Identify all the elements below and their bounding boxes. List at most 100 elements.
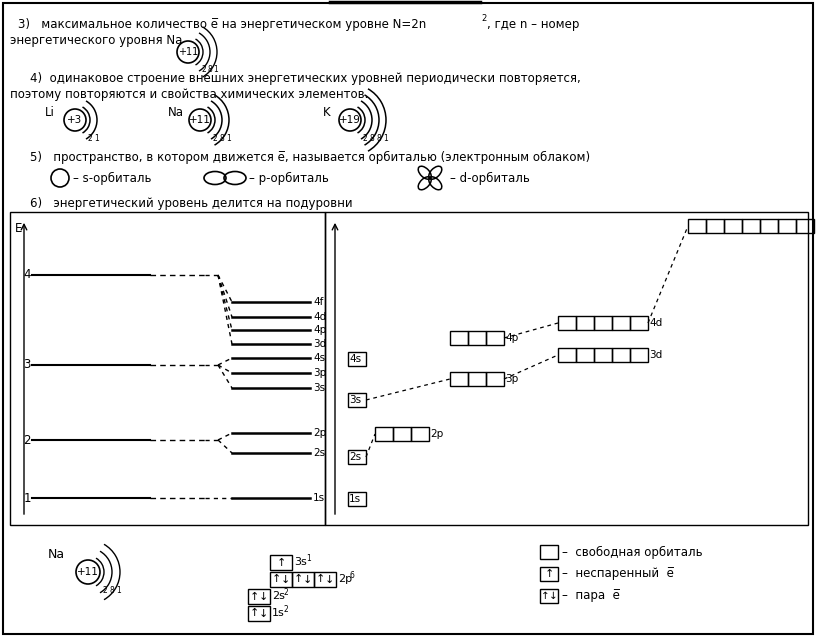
Text: 8: 8 (109, 586, 114, 595)
Text: E: E (15, 222, 22, 235)
Text: 3d: 3d (649, 350, 663, 360)
Text: 6)   энергетический уровень делится на подуровни: 6) энергетический уровень делится на под… (30, 197, 353, 210)
Bar (558, 348, 576, 362)
Bar (450, 331, 468, 345)
Text: ↑: ↑ (250, 592, 259, 601)
Text: +19: +19 (339, 115, 361, 125)
Text: +11: +11 (189, 115, 211, 125)
Text: 3s: 3s (294, 557, 307, 567)
Bar (486, 331, 504, 345)
Text: ↑: ↑ (294, 575, 304, 585)
Text: 2: 2 (284, 605, 289, 614)
Text: ↑: ↑ (316, 575, 326, 585)
Text: 2: 2 (284, 588, 289, 597)
Bar (10, 212, 325, 525)
Text: 2: 2 (362, 134, 367, 143)
Text: 4)  одинаковое строение внешних энергетических уровней периодически повторяется,: 4) одинаковое строение внешних энергетич… (30, 72, 581, 85)
Text: 2s: 2s (313, 448, 325, 458)
Text: –  свободная орбиталь: – свободная орбиталь (562, 545, 703, 559)
Bar (393, 427, 411, 441)
Bar (630, 348, 648, 362)
Text: 4f: 4f (815, 221, 816, 231)
Text: 4f: 4f (313, 297, 323, 307)
Text: 2p: 2p (313, 428, 326, 438)
Text: ↑: ↑ (272, 575, 282, 585)
Text: 4p: 4p (313, 325, 326, 335)
Text: 3)   максимальное количество е̅ на энергетическом уровне N=2n: 3) максимальное количество е̅ на энергет… (18, 18, 426, 31)
Text: Li: Li (45, 106, 55, 120)
Bar (450, 372, 468, 386)
Text: 2s: 2s (272, 591, 285, 601)
Bar (468, 372, 486, 386)
Text: ↓: ↓ (548, 591, 557, 601)
Text: 4: 4 (23, 269, 31, 282)
Text: 2p: 2p (430, 429, 443, 439)
Text: 1: 1 (384, 134, 388, 143)
Text: ↑: ↑ (250, 608, 259, 619)
Bar (558, 316, 576, 330)
Text: 3p: 3p (505, 374, 518, 384)
Text: 1: 1 (306, 554, 311, 563)
Text: – d-орбиталь: – d-орбиталь (450, 171, 530, 185)
Text: 4d: 4d (649, 318, 663, 328)
Text: 3: 3 (24, 359, 31, 371)
Text: 1: 1 (95, 134, 100, 143)
Bar (594, 348, 612, 362)
Text: ↑: ↑ (277, 557, 286, 568)
Bar (292, 572, 314, 587)
Bar (411, 427, 429, 441)
Bar (348, 450, 366, 464)
Text: 1: 1 (214, 65, 219, 74)
Text: 5)   пространство, в котором движется е̅, называется орбиталью (электронным обла: 5) пространство, в котором движется е̅, … (30, 151, 590, 164)
Bar (576, 348, 594, 362)
Text: +11: +11 (77, 567, 99, 577)
Bar (630, 316, 648, 330)
Bar (594, 316, 612, 330)
Text: +11: +11 (178, 47, 198, 57)
Text: 3d: 3d (313, 339, 326, 349)
Text: , где n – номер: , где n – номер (487, 18, 579, 31)
Bar (314, 572, 336, 587)
Bar (325, 212, 808, 525)
Bar (796, 219, 814, 233)
Bar (706, 219, 724, 233)
Text: 2s: 2s (349, 452, 361, 462)
Bar (576, 316, 594, 330)
Text: 1: 1 (117, 586, 122, 595)
Text: 4d: 4d (313, 312, 326, 322)
Bar (486, 372, 504, 386)
Text: 4s: 4s (349, 354, 361, 364)
Bar (248, 589, 270, 604)
Text: 2: 2 (202, 65, 206, 74)
Text: 1: 1 (227, 134, 232, 143)
Bar (348, 393, 366, 407)
Text: ↓: ↓ (303, 575, 312, 585)
Bar (778, 219, 796, 233)
Text: ↑: ↑ (544, 569, 554, 579)
Bar (375, 427, 393, 441)
Text: 3s: 3s (349, 395, 361, 405)
Text: 4s: 4s (313, 353, 325, 363)
Bar (248, 606, 270, 621)
Text: 2: 2 (481, 14, 486, 23)
Text: 8: 8 (377, 134, 381, 143)
Text: 8: 8 (207, 65, 212, 74)
Bar (540, 545, 558, 559)
Bar (270, 572, 292, 587)
Bar (612, 316, 630, 330)
Text: 6: 6 (350, 571, 355, 580)
Text: энергетического уровня Na: энергетического уровня Na (10, 34, 186, 47)
Text: 2: 2 (23, 434, 31, 447)
Bar (688, 219, 706, 233)
Text: – s-орбиталь: – s-орбиталь (73, 171, 152, 185)
Bar (468, 331, 486, 345)
Text: 8: 8 (220, 134, 224, 143)
Bar (724, 219, 742, 233)
Text: –  неспаренный  е̅: – неспаренный е̅ (562, 568, 674, 580)
Text: ↓: ↓ (259, 608, 268, 619)
Text: Na: Na (48, 548, 65, 561)
Bar (348, 492, 366, 506)
Text: 2: 2 (213, 134, 217, 143)
Text: 1s: 1s (349, 494, 361, 504)
Text: 2: 2 (87, 134, 92, 143)
